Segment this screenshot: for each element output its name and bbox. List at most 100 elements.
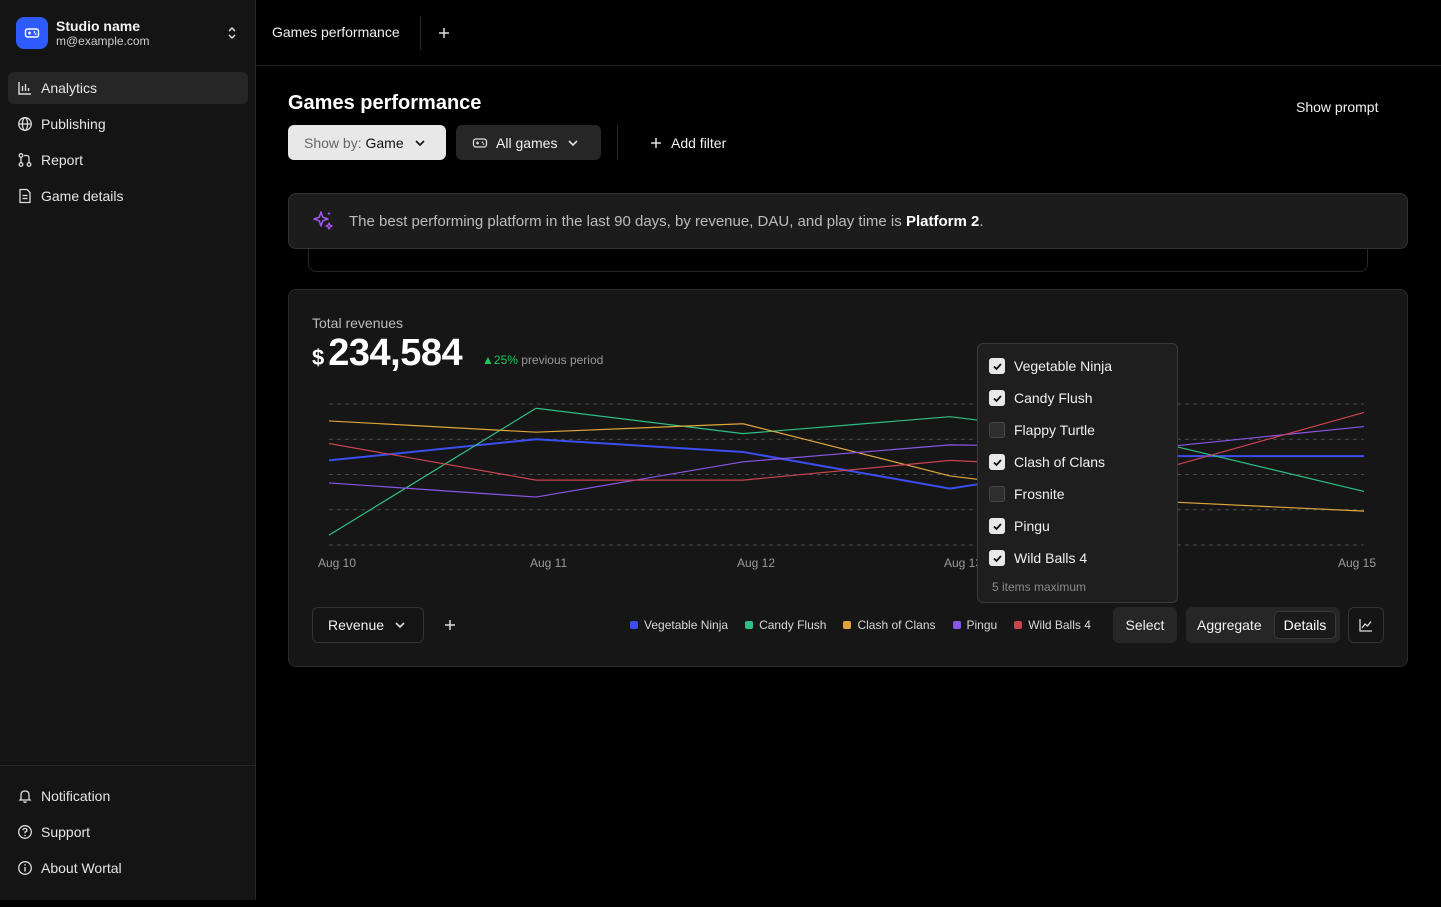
legend-label: Pingu xyxy=(966,618,998,632)
x-tick-label: Aug 13 xyxy=(944,556,982,570)
checkbox-unchecked-icon[interactable] xyxy=(989,422,1005,438)
games-filter-dropdown[interactable]: All games xyxy=(456,125,601,160)
picker-item-label: Candy Flush xyxy=(1014,390,1093,406)
add-filter-label: Add filter xyxy=(671,134,727,151)
chart-legend: Vegetable Ninja Candy Flush Clash of Clans… xyxy=(630,618,1108,632)
document-icon xyxy=(17,188,33,204)
legend-item[interactable]: Vegetable Ninja xyxy=(630,618,728,632)
picker-item[interactable]: Candy Flush xyxy=(978,382,1177,414)
total-revenues-label: Total revenues xyxy=(312,315,404,331)
sidebar-divider xyxy=(0,765,256,766)
series-line[interactable] xyxy=(328,411,1365,481)
series-line[interactable] xyxy=(328,425,1365,498)
insight-stack-shadow xyxy=(308,249,1368,272)
metric-dropdown[interactable]: Revenue xyxy=(312,607,424,643)
checkbox-checked-icon[interactable] xyxy=(989,454,1005,470)
show-by-prefix: Show by: xyxy=(304,134,362,151)
git-pull-icon xyxy=(17,152,33,168)
legend-swatch xyxy=(1014,621,1023,629)
sparkles-icon xyxy=(311,209,335,233)
chevron-up-down-icon[interactable] xyxy=(224,25,240,41)
series-line[interactable] xyxy=(328,407,1365,536)
checkbox-checked-icon[interactable] xyxy=(989,358,1005,374)
legend-item[interactable]: Candy Flush xyxy=(745,618,826,632)
sidebar-item-publishing[interactable]: Publishing xyxy=(8,108,248,140)
plus-icon xyxy=(649,136,663,150)
chevron-down-icon xyxy=(394,619,406,631)
insight-highlight: Platform 2 xyxy=(905,212,980,230)
chart-type-button[interactable] xyxy=(1348,607,1384,643)
sidebar-bottom-nav: Notification Support About Wortal xyxy=(8,780,248,888)
chevron-down-icon xyxy=(414,137,426,149)
total-amount: 234,584 xyxy=(328,332,463,374)
picker-item[interactable]: Frosnite xyxy=(978,478,1177,510)
checkbox-checked-icon[interactable] xyxy=(989,550,1005,566)
sidebar-item-notification[interactable]: Notification xyxy=(8,780,248,812)
sidebar-item-label: Report xyxy=(41,152,84,168)
legend-item[interactable]: Pingu xyxy=(952,618,998,632)
legend-swatch xyxy=(745,621,754,629)
insight-banner: The best performing platform in the last… xyxy=(288,193,1408,249)
series-line[interactable] xyxy=(328,420,1365,512)
sidebar-nav: Analytics Publishing Report Game details xyxy=(8,72,248,216)
sidebar-item-label: Game details xyxy=(41,188,124,204)
x-tick-label: Aug 10 xyxy=(318,556,356,570)
checkbox-checked-icon[interactable] xyxy=(989,518,1005,534)
bar-chart-icon xyxy=(17,80,33,96)
x-tick-label: Aug 11 xyxy=(530,556,567,570)
bell-icon xyxy=(17,788,33,804)
series-line[interactable] xyxy=(328,438,1364,490)
checkbox-checked-icon[interactable] xyxy=(989,390,1005,406)
sidebar-item-report[interactable]: Report xyxy=(8,144,248,176)
details-option[interactable]: Details xyxy=(1274,611,1336,639)
insight-text: The best performing platform in the last… xyxy=(349,213,983,230)
revenue-line-chart: Aug 10 Aug 11 Aug 12 Aug 13 Aug 15 xyxy=(318,403,1376,570)
add-tab-icon[interactable] xyxy=(434,23,454,43)
sidebar: Studio name m@example.com Analytics Publ… xyxy=(0,0,256,900)
picker-item[interactable]: Pingu xyxy=(978,510,1177,542)
metric-label: Revenue xyxy=(328,617,385,633)
add-filter-button[interactable]: Add filter xyxy=(649,125,726,160)
select-button[interactable]: Select xyxy=(1113,607,1177,643)
sidebar-item-label: Analytics xyxy=(41,80,98,96)
total-revenues-value: $ 234,584 xyxy=(312,332,463,375)
page-title: Games performance xyxy=(288,92,482,114)
show-by-dropdown[interactable]: Show by: Game xyxy=(288,125,446,160)
view-mode-toggle: Aggregate Details xyxy=(1186,607,1340,643)
picker-item[interactable]: Wild Balls 4 xyxy=(978,542,1177,574)
chevron-down-icon xyxy=(567,137,579,149)
tab-games-performance[interactable]: Games performance xyxy=(272,24,400,40)
toolbar-divider xyxy=(617,125,618,160)
top-bar: Games performance xyxy=(256,0,1441,66)
show-prompt-button[interactable]: Show prompt xyxy=(1296,99,1379,115)
add-metric-icon[interactable] xyxy=(440,615,460,635)
sidebar-item-label: Publishing xyxy=(41,116,106,132)
picker-item-label: Frosnite xyxy=(1014,486,1065,502)
sidebar-item-support[interactable]: Support xyxy=(8,816,248,848)
legend-item[interactable]: Clash of Clans xyxy=(843,618,936,632)
studio-switcher[interactable]: Studio name m@example.com xyxy=(8,10,248,56)
picker-item-label: Flappy Turtle xyxy=(1014,422,1095,438)
change-label: previous period xyxy=(521,353,604,367)
legend-label: Candy Flush xyxy=(759,618,827,632)
legend-swatch xyxy=(630,621,638,629)
picker-item-label: Vegetable Ninja xyxy=(1014,358,1113,374)
globe-icon xyxy=(17,116,33,132)
studio-name: Studio name xyxy=(56,18,141,34)
legend-label: Vegetable Ninja xyxy=(644,618,729,632)
aggregate-option[interactable]: Aggregate xyxy=(1197,617,1262,633)
picker-item-label: Clash of Clans xyxy=(1014,454,1106,470)
picker-item[interactable]: Flappy Turtle xyxy=(978,414,1177,446)
picker-item[interactable]: Clash of Clans xyxy=(978,446,1177,478)
sidebar-item-analytics[interactable]: Analytics xyxy=(8,72,248,104)
sidebar-item-about[interactable]: About Wortal xyxy=(8,852,248,884)
gamepad-icon xyxy=(16,17,48,49)
insight-prefix: The best performing platform in the last… xyxy=(349,212,902,230)
checkbox-unchecked-icon[interactable] xyxy=(989,486,1005,502)
picker-item[interactable]: Vegetable Ninja xyxy=(978,350,1177,382)
game-picker-dropdown: Vegetable Ninja Candy Flush Flappy Turtle C… xyxy=(977,343,1178,603)
info-icon xyxy=(17,860,33,876)
sidebar-item-game-details[interactable]: Game details xyxy=(8,180,248,212)
currency-symbol: $ xyxy=(312,345,325,370)
legend-item[interactable]: Wild Balls 4 xyxy=(1014,618,1091,632)
